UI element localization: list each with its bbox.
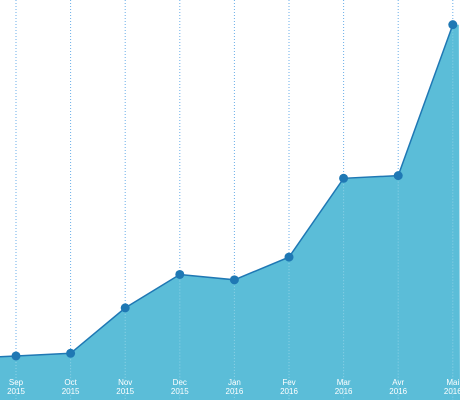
data-point-oct[interactable] [66,348,76,358]
tick-label-month: Sep [9,378,24,387]
tick-label-year: 2015 [62,387,80,396]
data-point-jan[interactable] [229,275,239,285]
tick-label-month: Fev [282,378,295,387]
tick-label-year: 2016 [389,387,407,396]
tick-label-month: Dec [173,378,187,387]
tick-label-year: 2016 [335,387,353,396]
tick-label-year: 2016 [226,387,244,396]
data-point-dec[interactable] [175,269,185,279]
data-point-mar[interactable] [339,173,349,183]
tick-label-month: Oct [64,378,77,387]
tick-label-month: Mai [446,378,459,387]
data-point-fev[interactable] [284,252,294,262]
data-point-sep[interactable] [11,351,21,361]
series-line [0,24,454,358]
tick-label-year: 2016 [280,387,298,396]
tick-label-year: 2015 [171,387,189,396]
tick-label-month: Mar [337,378,351,387]
data-point-mai[interactable] [448,20,458,30]
data-points [11,20,458,400]
data-point-avr[interactable] [393,171,403,181]
tick-label-year: 2015 [7,387,25,396]
tick-label-year: 2016 [444,387,460,396]
tick-label-year: 2015 [116,387,134,396]
tick-label-month: Nov [118,378,132,387]
series-area [0,24,460,400]
tick-label-month: Avr [392,378,404,387]
x-axis-ticks: Sep2015Oct2015Nov2015Dec2015Jan2016Fev20… [7,378,460,396]
tick-label-month: Jan [228,378,241,387]
data-point-nov[interactable] [120,303,130,313]
